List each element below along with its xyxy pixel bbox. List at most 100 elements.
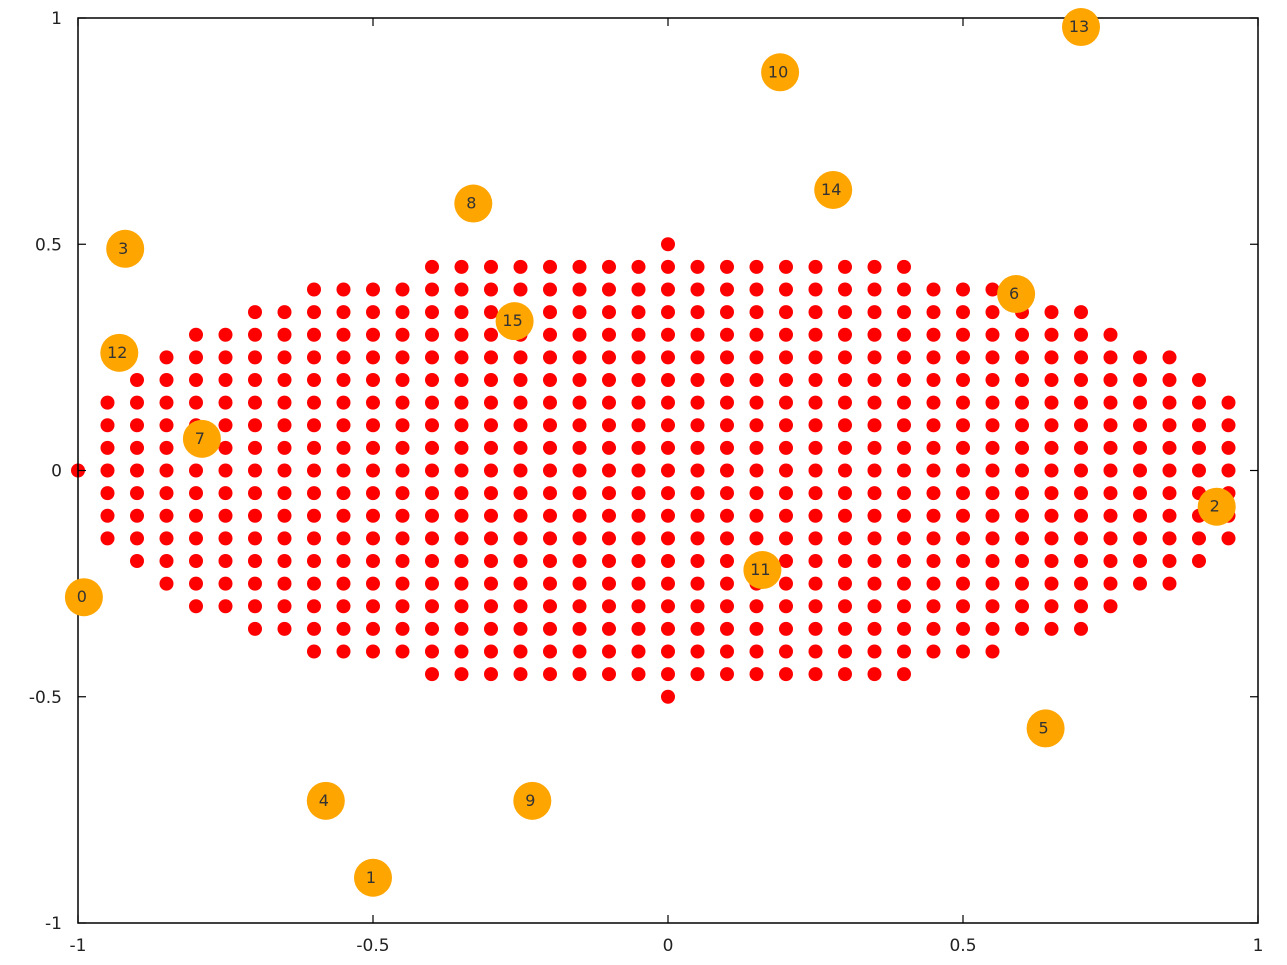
data-point (218, 395, 233, 410)
data-point (690, 463, 705, 478)
data-point (926, 350, 941, 365)
data-point (366, 508, 380, 523)
data-point (248, 576, 262, 591)
data-point (572, 621, 587, 636)
data-point (543, 576, 557, 591)
data-point (985, 576, 1000, 591)
data-point (336, 395, 351, 410)
data-point (484, 621, 498, 636)
data-point (926, 599, 941, 614)
data-point (720, 486, 734, 501)
data-point (248, 440, 262, 455)
data-point (897, 327, 911, 342)
data-point (159, 508, 174, 523)
data-point (336, 373, 351, 387)
data-point (454, 621, 469, 636)
data-point (1162, 440, 1177, 455)
data-point (159, 418, 174, 433)
data-point (749, 599, 764, 614)
data-point (661, 599, 675, 614)
data-point (631, 667, 646, 682)
data-point (513, 486, 528, 501)
data-point (749, 486, 764, 501)
data-point (661, 554, 675, 568)
data-point (867, 463, 882, 478)
data-point (1015, 463, 1029, 478)
data-point (631, 395, 646, 410)
data-point (956, 418, 970, 433)
data-point (543, 667, 557, 682)
data-point (867, 418, 882, 433)
data-point (1133, 463, 1147, 478)
data-point (307, 305, 321, 320)
data-point (690, 599, 705, 614)
data-point (159, 486, 174, 501)
data-point (395, 644, 410, 659)
data-point (956, 554, 970, 568)
labeled-marker: 15 (495, 302, 534, 341)
data-point (513, 395, 528, 410)
data-point (808, 395, 823, 410)
data-point (838, 259, 852, 274)
data-point (543, 440, 557, 455)
data-point (277, 621, 292, 636)
data-point (897, 373, 911, 387)
data-point (1103, 531, 1118, 546)
data-point (572, 667, 587, 682)
data-point (808, 599, 823, 614)
data-point (779, 350, 793, 365)
data-point (572, 440, 587, 455)
data-point (277, 418, 292, 433)
data-point (749, 531, 764, 546)
data-point (484, 554, 498, 568)
data-point (1044, 350, 1059, 365)
data-point (1221, 531, 1236, 546)
data-point (808, 282, 823, 297)
data-point (690, 350, 705, 365)
data-point (690, 554, 705, 568)
data-point (572, 327, 587, 342)
data-point (513, 554, 528, 568)
data-point (661, 282, 675, 297)
data-point (779, 418, 793, 433)
data-point (572, 350, 587, 365)
data-point (661, 486, 675, 501)
data-point (779, 259, 793, 274)
data-point (749, 644, 764, 659)
marker-circle (743, 551, 782, 590)
data-point (425, 621, 439, 636)
data-point (926, 395, 941, 410)
data-point (926, 373, 941, 387)
data-point (395, 621, 410, 636)
data-point (720, 621, 734, 636)
data-point (336, 463, 351, 478)
data-point (307, 373, 321, 387)
data-point (513, 440, 528, 455)
data-point (425, 282, 439, 297)
data-point (1074, 621, 1088, 636)
data-point (189, 576, 203, 591)
data-point (100, 508, 115, 523)
data-point (425, 576, 439, 591)
marker-circle (814, 170, 853, 209)
data-point (602, 667, 616, 682)
data-point (1162, 395, 1177, 410)
data-point (1133, 440, 1147, 455)
data-point (690, 395, 705, 410)
data-point (513, 259, 528, 274)
data-point (690, 440, 705, 455)
data-point (779, 305, 793, 320)
data-point (189, 463, 203, 478)
data-point (218, 554, 233, 568)
data-point (779, 327, 793, 342)
data-point (307, 554, 321, 568)
data-point (425, 440, 439, 455)
data-point (690, 531, 705, 546)
data-point (366, 395, 380, 410)
data-point (1074, 554, 1088, 568)
data-point (248, 599, 262, 614)
data-point (1103, 486, 1118, 501)
marker-label: 10 (768, 62, 788, 81)
data-point (867, 305, 882, 320)
data-point (779, 373, 793, 387)
